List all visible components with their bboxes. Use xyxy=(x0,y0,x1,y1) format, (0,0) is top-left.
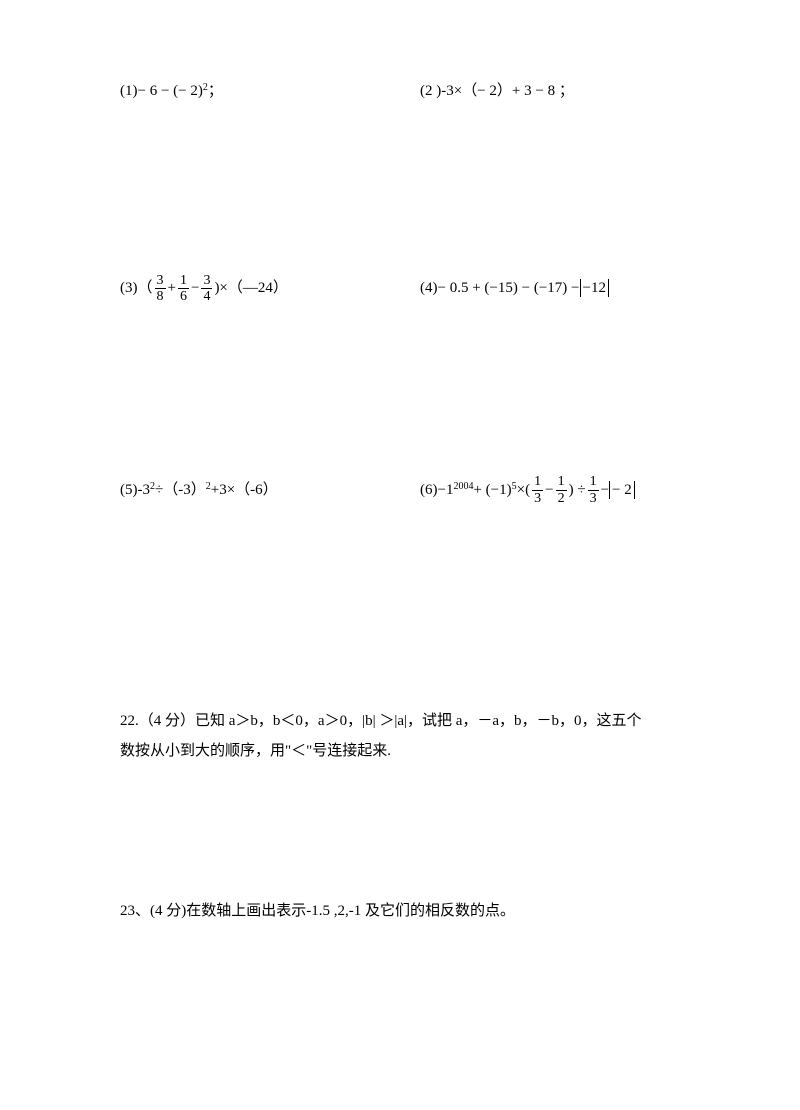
p6-mid4: − xyxy=(601,479,609,502)
problem-5: (5) -3 2 ÷（-3） 2 +3×（-6） xyxy=(120,479,420,502)
p6-f3: 1 3 xyxy=(588,474,599,506)
p6-sup2: 5 xyxy=(512,479,517,494)
p3-frac1: 3 8 xyxy=(155,273,166,305)
p3-f3-num: 3 xyxy=(201,273,212,288)
p4-expr: − 0.5 + (−15) − (−17) − xyxy=(438,277,580,300)
p5-label: (5) xyxy=(120,479,138,502)
p6-label: (6) xyxy=(420,479,438,502)
p6-minus: − xyxy=(545,479,553,502)
p3-label: (3)（ xyxy=(120,277,153,300)
p6-f3-num: 1 xyxy=(588,474,599,489)
p6-mid2: ×( xyxy=(517,479,530,502)
p1-expr: − 6 − (− 2) xyxy=(138,80,203,103)
p5-sup-b: 2 xyxy=(206,479,211,494)
p3-frac2: 1 6 xyxy=(178,273,189,305)
p3-f1-num: 3 xyxy=(155,273,166,288)
p2-label: (2 ) xyxy=(420,80,441,103)
p6-abs: − 2 xyxy=(609,481,635,499)
p5-content: (5) -3 2 ÷（-3） 2 +3×（-6） xyxy=(120,479,278,502)
row-3: (5) -3 2 ÷（-3） 2 +3×（-6） (6) −1 2004 + (… xyxy=(120,474,680,506)
question-22: 22.（4 分）已知 a＞b，b＜0，a＞0，|b| ＞|a|，试把 a，－a，… xyxy=(120,706,680,766)
p3-f1-den: 8 xyxy=(155,288,166,304)
problem-2: (2 ) -3×（− 2）+ 3 − 8 ； xyxy=(420,80,574,103)
p1-tail: ； xyxy=(208,80,223,103)
row-1: (1) − 6 − (− 2) 2 ； (2 ) -3×（− 2）+ 3 − 8… xyxy=(120,80,680,103)
p3-frac3: 3 4 xyxy=(201,273,212,305)
p1-sup: 2 xyxy=(203,80,208,95)
p2-expr: -3×（− 2）+ 3 − 8 ； xyxy=(441,80,574,103)
p3-minus: − xyxy=(191,277,199,300)
p6-pre: −1 xyxy=(438,479,454,502)
p6-f2-den: 2 xyxy=(556,490,567,506)
p6-content: (6) −1 2004 + (−1) 5 ×( 1 3 − 1 2 ) ÷ 1 … xyxy=(420,474,635,506)
p3-plus: + xyxy=(168,277,176,300)
p5-c: +3×（-6） xyxy=(211,479,278,502)
p6-sup1: 2004 xyxy=(453,479,473,494)
p6-mid3: ) ÷ xyxy=(569,479,586,502)
problem-1: (1) − 6 − (− 2) 2 ； xyxy=(120,80,420,103)
q22-line1: 22.（4 分）已知 a＞b，b＜0，a＞0，|b| ＞|a|，试把 a，－a，… xyxy=(120,706,680,736)
q22-line2: 数按从小到大的顺序，用"＜"号连接起来. xyxy=(120,736,680,766)
p5-sup-a: 2 xyxy=(150,479,155,494)
p2-content: (2 ) -3×（− 2）+ 3 − 8 ； xyxy=(420,80,574,103)
p5-b: ÷（-3） xyxy=(155,479,206,502)
p6-f1-num: 1 xyxy=(532,474,543,489)
p3-f2-den: 6 xyxy=(178,288,189,304)
question-23: 23、(4 分)在数轴上画出表示-1.5 ,2,-1 及它们的相反数的点。 xyxy=(120,896,680,926)
p3-f3-den: 4 xyxy=(201,288,212,304)
p5-a: -3 xyxy=(138,479,151,502)
problem-3: (3)（ 3 8 + 1 6 − 3 4 )×（—24） xyxy=(120,273,420,305)
p6-f1-den: 3 xyxy=(532,490,543,506)
problem-6: (6) −1 2004 + (−1) 5 ×( 1 3 − 1 2 ) ÷ 1 … xyxy=(420,474,635,506)
problem-4: (4) − 0.5 + (−15) − (−17) − −12 xyxy=(420,277,609,300)
p1-content: (1) − 6 − (− 2) 2 ； xyxy=(120,80,223,103)
p6-f3-den: 3 xyxy=(588,490,599,506)
row-2: (3)（ 3 8 + 1 6 − 3 4 )×（—24） (4) − 0.5 +… xyxy=(120,273,680,305)
q23-line1: 23、(4 分)在数轴上画出表示-1.5 ,2,-1 及它们的相反数的点。 xyxy=(120,896,680,926)
p3-content: (3)（ 3 8 + 1 6 − 3 4 )×（—24） xyxy=(120,273,288,305)
p6-f1: 1 3 xyxy=(532,474,543,506)
p6-f2: 1 2 xyxy=(556,474,567,506)
p6-f2-num: 1 xyxy=(556,474,567,489)
p3-tail: )×（—24） xyxy=(214,277,287,300)
p3-f2-num: 1 xyxy=(178,273,189,288)
p4-content: (4) − 0.5 + (−15) − (−17) − −12 xyxy=(420,277,609,300)
p4-abs: −12 xyxy=(580,279,609,297)
p6-mid1: + (−1) xyxy=(473,479,511,502)
p4-label: (4) xyxy=(420,277,438,300)
p1-label: (1) xyxy=(120,80,138,103)
